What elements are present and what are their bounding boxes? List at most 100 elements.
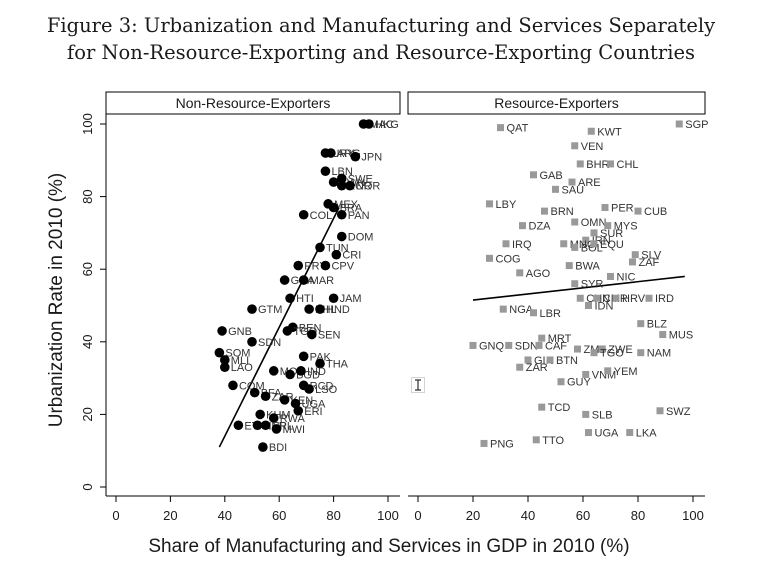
data-point [336, 209, 347, 220]
data-point [320, 166, 331, 176]
data-point-label: QAT [507, 123, 529, 135]
data-point [541, 207, 548, 215]
data-point-label: IDN [595, 301, 614, 313]
data-point [576, 294, 584, 302]
data-point-label: GNQ [479, 340, 505, 352]
data-point [604, 367, 612, 375]
data-point [497, 124, 504, 132]
data-point [486, 254, 493, 262]
data-point-label: URY [331, 148, 355, 160]
y-tick-label: 20 [80, 407, 95, 421]
data-point-label: NIC [617, 271, 636, 283]
y-tick-label: 0 [80, 483, 95, 490]
data-point-label: JAM [340, 293, 362, 305]
data-point-label: TUN [326, 242, 349, 254]
fit-line [472, 275, 685, 301]
data-point [612, 294, 620, 302]
data-point [585, 429, 592, 437]
data-point [582, 236, 590, 244]
figure-title-line-2: for Non-Resource-Exporting and Resource-… [67, 41, 695, 64]
data-point [298, 275, 309, 285]
data-point [560, 240, 568, 248]
data-point-label: SWZ [666, 406, 691, 418]
data-point-label: MAR [310, 275, 335, 287]
x-tick-label: 40 [521, 508, 535, 523]
data-point [328, 177, 339, 187]
data-point [530, 171, 537, 179]
data-point [675, 120, 683, 128]
data-point [296, 366, 306, 376]
x-tick-label: 0 [112, 508, 119, 523]
data-point [538, 403, 546, 411]
data-point-label: HRV [622, 293, 646, 305]
data-point-label: ZWE [608, 344, 632, 356]
data-point [307, 329, 317, 340]
data-point [568, 178, 576, 186]
data-point [320, 260, 331, 271]
data-point-label: GTM [258, 304, 282, 316]
data-point-label: PAK [310, 351, 332, 363]
data-point [590, 229, 598, 237]
data-point [593, 294, 601, 302]
data-point-label: EQU [600, 239, 624, 251]
data-point-label: CHL [617, 159, 639, 171]
data-point [532, 436, 540, 444]
data-point [328, 293, 339, 304]
panel-non-resource-exporters: Non-Resource-Exporters 0 20 40 60 80 100 MACHKG… [105, 91, 401, 523]
x-tick-label: 20 [163, 508, 177, 523]
data-point-label: COG [496, 253, 521, 265]
data-point-label: JPN [361, 152, 382, 164]
data-point [629, 258, 636, 266]
x-axis-title: Share of Manufacturing and Services in G… [148, 536, 629, 557]
panel-resource-exporters: Resource-Exporters 0 20 40 60 80 100 SGP QAT KWT V… [407, 91, 708, 523]
data-point-label: IRQ [512, 239, 532, 251]
data-point [282, 326, 293, 336]
data-point [304, 304, 314, 314]
data-point-label: BTN [556, 355, 578, 367]
data-point-label: THA [326, 359, 349, 371]
data-point [290, 398, 301, 409]
data-point-label: DOM [348, 232, 374, 244]
data-point-label: SDN [515, 340, 538, 352]
data-point [516, 363, 524, 371]
data-point [255, 409, 265, 420]
x-tick-label: 40 [218, 508, 232, 523]
data-point [502, 240, 510, 248]
data-point [519, 222, 526, 230]
data-point [315, 304, 325, 314]
data-point-label: MLI [231, 355, 249, 367]
y-tick-label: 80 [80, 189, 95, 203]
data-point [546, 356, 554, 364]
data-point [220, 355, 230, 365]
data-point [268, 366, 279, 376]
data-point [574, 345, 581, 353]
y-tick-label: 40 [80, 335, 95, 349]
data-point [538, 334, 546, 342]
data-point [304, 384, 314, 394]
data-point [364, 119, 374, 129]
data-point-label: MWI [282, 424, 305, 436]
data-point [469, 341, 477, 349]
y-axis-title: Urbanization Rate in 2010 (%) [46, 173, 67, 428]
data-point-label: DZA [529, 221, 552, 233]
data-point [659, 331, 667, 339]
data-point [298, 209, 309, 220]
data-point [505, 341, 513, 349]
data-point-label: SGP [685, 119, 708, 131]
data-point [637, 320, 645, 328]
data-point-label: SWE [348, 173, 373, 185]
data-point [499, 305, 507, 313]
data-point [535, 341, 543, 349]
data-point-label: NAM [647, 348, 671, 360]
data-point-label: LAO [231, 362, 253, 374]
data-point [626, 429, 634, 437]
data-point [336, 173, 347, 184]
data-point-label: ZAR [526, 362, 548, 374]
data-point [271, 424, 282, 434]
data-point [258, 442, 268, 452]
data-point-label: SYR [581, 279, 604, 291]
data-point-label: MAC [370, 119, 395, 131]
data-point-label: OMN [581, 217, 607, 229]
data-point-label: ARE [578, 177, 601, 189]
data-point [279, 395, 290, 405]
